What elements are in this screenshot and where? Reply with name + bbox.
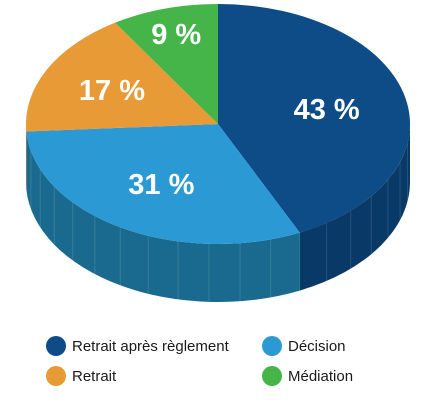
legend-item-retrait-apres-reglement: Retrait après règlement xyxy=(46,336,229,356)
legend-label: Retrait xyxy=(72,367,117,385)
legend-item-decision: Décision xyxy=(262,336,346,356)
pie-label-retrait-apres-reglement: 43 % xyxy=(294,94,360,126)
pie-slices-group xyxy=(25,4,410,245)
legend-swatch-icon xyxy=(46,336,66,356)
pie-chart: 43 % 31 % 17 %9 % xyxy=(25,4,410,303)
legend-swatch-icon xyxy=(46,366,66,386)
legend-label: Retrait après règlement xyxy=(72,337,229,355)
pie-depth-group xyxy=(26,124,410,303)
legend-swatch-icon xyxy=(262,366,282,386)
pie-label-retrait: 17 % xyxy=(79,75,145,107)
pie-slice-retrait-apres-reglement xyxy=(218,4,410,233)
legend-item-mediation: Médiation xyxy=(262,366,353,386)
pie-slice-mediation xyxy=(115,4,218,124)
legend-swatch-icon xyxy=(262,336,282,356)
pie-side-decision xyxy=(26,131,300,303)
pie-slice-decision xyxy=(26,124,300,245)
legend-label: Décision xyxy=(288,337,346,355)
pie-slice-retrait xyxy=(25,22,218,132)
legend-item-retrait: Retrait xyxy=(46,366,116,386)
pie-labels-group: 43 % 31 % 17 %9 % xyxy=(79,19,360,201)
pie-side-retrait-apres-reglement xyxy=(299,124,410,291)
pie-label-decision: 31 % xyxy=(128,169,194,201)
legend-label: Médiation xyxy=(288,367,354,385)
pie-label-mediation: 9 % xyxy=(151,19,201,51)
